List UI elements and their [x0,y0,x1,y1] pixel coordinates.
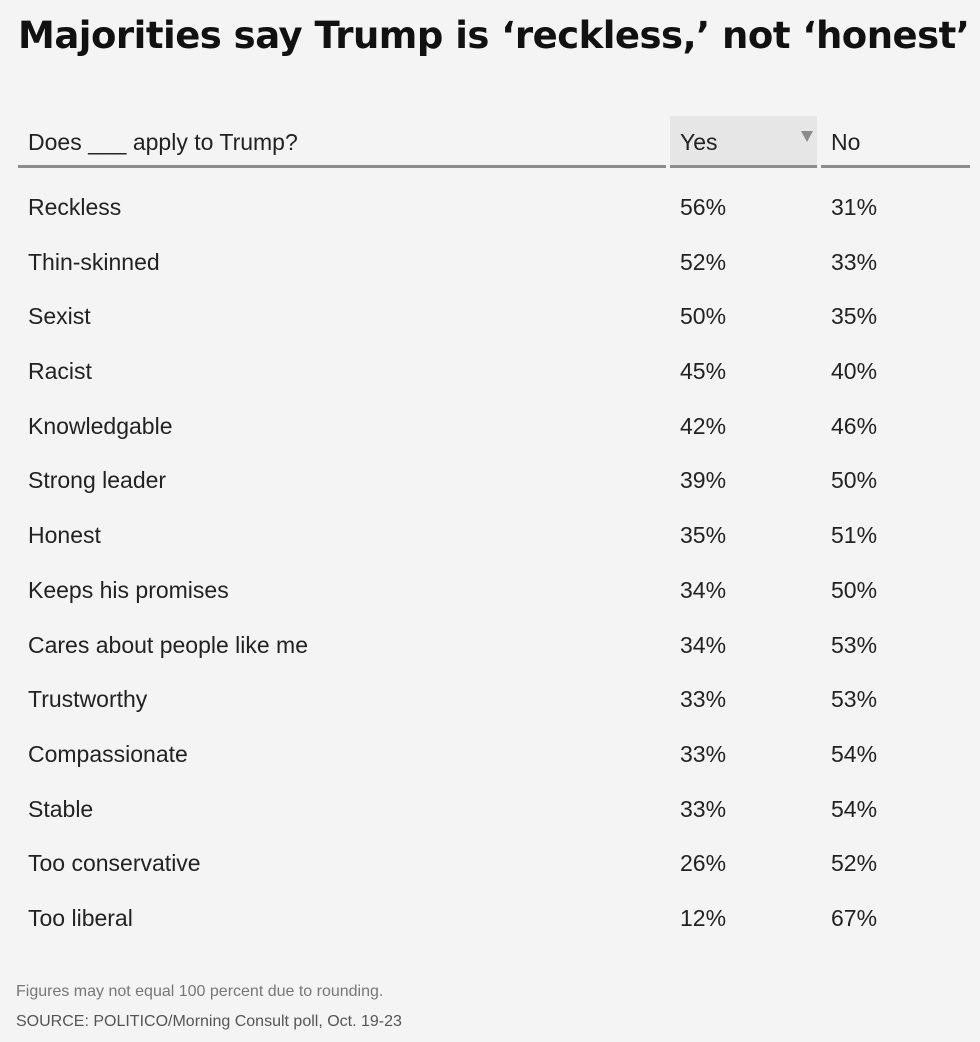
table-row: Sexist 50% 35% [18,289,970,344]
row-label: Strong leader [28,467,167,494]
no-value: 53% [831,686,878,713]
row-label: Trustworthy [28,686,148,713]
row-label: Thin-skinned [28,248,160,275]
yes-value: 33% [680,686,727,713]
no-value: 54% [831,740,878,767]
table-row: Racist 45% 40% [18,344,970,399]
source-note: SOURCE: POLITICO/Morning Consult poll, O… [16,1013,402,1030]
yes-value: 35% [680,522,727,549]
row-label: Knowledgable [28,412,173,439]
chart-title: Majorities say Trump is ‘reckless,’ not … [18,14,970,57]
no-value: 35% [831,303,878,330]
column-header-no[interactable]: No [821,116,970,168]
results-table: Does ___ apply to Trump? Yes No Reckless… [18,116,970,931]
table-row: Honest 35% 51% [18,508,970,563]
sort-descending-icon[interactable] [801,131,813,142]
row-label: Stable [28,795,94,822]
yes-value: 52% [680,248,727,275]
table-row: Reckless 56% 31% [18,180,970,235]
yes-value: 26% [680,850,727,877]
table-body: Reckless 56% 31% Thin-skinned 52% 33% Sexist 50… [18,180,970,946]
table-row: Stable 33% 54% [18,782,970,837]
no-value: 50% [831,467,878,494]
table-row: Too conservative 26% 52% [18,836,970,891]
table-row: Trustworthy 33% 53% [18,672,970,727]
no-value: 33% [831,248,878,275]
no-value: 52% [831,850,878,877]
column-header-yes[interactable]: Yes [670,116,817,168]
table-row: Knowledgable 42% 46% [18,399,970,454]
table-row: Thin-skinned 52% 33% [18,235,970,290]
no-value: 50% [831,576,878,603]
no-value: 54% [831,795,878,822]
no-value: 53% [831,631,878,658]
row-label: Keeps his promises [28,576,229,603]
no-value: 67% [831,904,878,931]
row-label: Too conservative [28,850,201,877]
yes-value: 12% [680,904,727,931]
row-label: Racist [28,358,92,385]
yes-value: 56% [680,194,727,220]
yes-value: 34% [680,576,727,603]
table-header-row: Does ___ apply to Trump? Yes No [18,116,970,168]
column-header-yes-label: Yes [680,129,718,155]
table-row: Strong leader 39% 50% [18,453,970,508]
table-row: Keeps his promises 34% 50% [18,563,970,618]
yes-value: 50% [680,303,727,330]
table-row: Too liberal 12% 67% [18,891,970,946]
column-header-question[interactable]: Does ___ apply to Trump? [18,116,666,168]
yes-value: 33% [680,740,727,767]
no-value: 31% [831,194,878,220]
row-label: Honest [28,522,101,549]
row-label: Cares about people like me [28,631,308,658]
row-label: Compassionate [28,740,188,767]
yes-value: 42% [680,412,727,439]
row-label: Too liberal [28,904,133,931]
table-row: Compassionate 33% 54% [18,727,970,782]
no-value: 46% [831,412,878,439]
no-value: 51% [831,522,878,549]
no-value: 40% [831,358,878,385]
yes-value: 34% [680,631,727,658]
row-label: Reckless [28,194,122,220]
row-label: Sexist [28,303,91,330]
yes-value: 33% [680,795,727,822]
yes-value: 45% [680,358,727,385]
footnote: Figures may not equal 100 percent due to… [16,983,384,1000]
yes-value: 39% [680,467,727,494]
table-row: Cares about people like me 34% 53% [18,618,970,673]
